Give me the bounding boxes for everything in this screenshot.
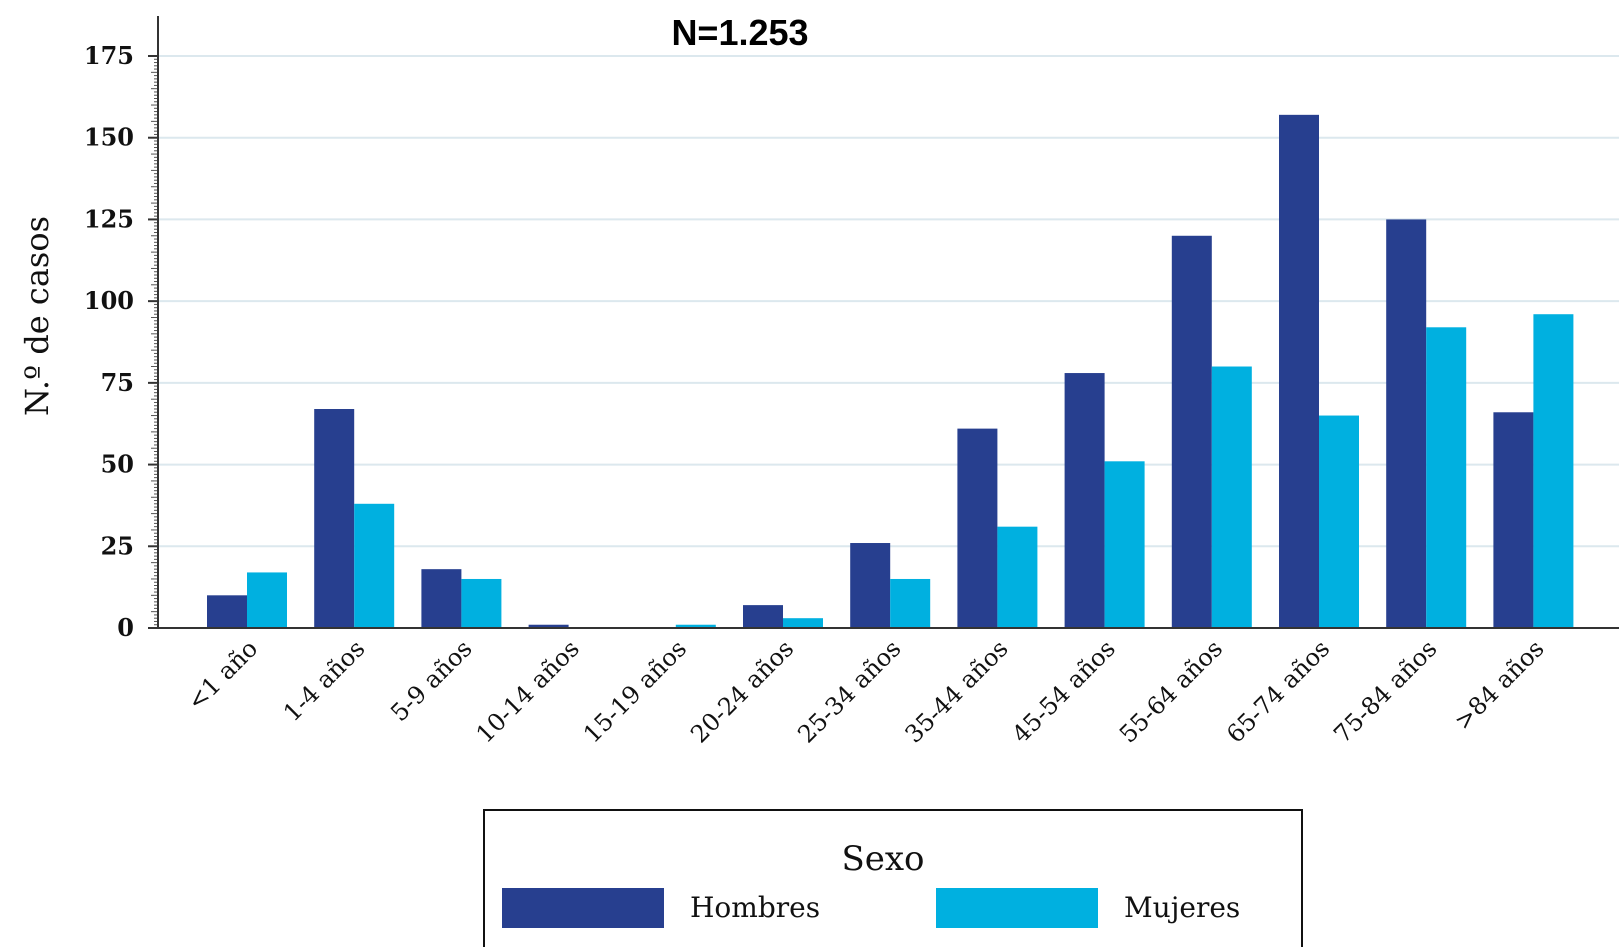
y-tick-label: 25 xyxy=(101,531,134,560)
x-tick-label: 75-84 años xyxy=(1328,634,1442,748)
bars xyxy=(207,114,1574,628)
x-tick-label: 10-14 años xyxy=(471,634,585,748)
legend-label-mujeres: Mujeres xyxy=(1124,891,1240,924)
y-tick-label: 100 xyxy=(84,286,134,315)
bar-mujeres-6 xyxy=(890,578,931,628)
x-tick-label: 15-19 años xyxy=(578,634,692,748)
x-tick-label: 65-74 años xyxy=(1221,634,1335,748)
bar-mujeres-1 xyxy=(354,503,395,628)
bar-hombres-7 xyxy=(957,428,998,628)
bar-mujeres-4 xyxy=(675,624,716,628)
y-tick-label: 75 xyxy=(101,368,134,397)
bar-mujeres-2 xyxy=(461,578,502,628)
x-tick-label: 20-24 años xyxy=(685,634,799,748)
bar-hombres-6 xyxy=(850,543,891,628)
chart-title: N=1.253 xyxy=(671,12,808,53)
bar-hombres-9 xyxy=(1171,235,1212,628)
legend-title: Sexo xyxy=(841,839,924,879)
y-axis-label: N.º de casos xyxy=(18,216,56,416)
y-tick-label: 175 xyxy=(84,41,134,70)
y-axis: 0 25 50 75 100 125 150 175 xyxy=(84,16,159,642)
bar-hombres-10 xyxy=(1279,114,1319,628)
bar-hombres-3 xyxy=(528,624,569,628)
bar-mujeres-10 xyxy=(1319,415,1359,628)
y-tick-label: 0 xyxy=(117,613,134,642)
x-tick-label: 5-9 años xyxy=(385,634,477,726)
bar-mujeres-8 xyxy=(1104,461,1145,628)
bar-hombres-0 xyxy=(207,595,247,628)
bar-hombres-5 xyxy=(743,605,783,628)
bar-hombres-12 xyxy=(1493,412,1534,628)
legend-swatch-mujeres xyxy=(936,888,1098,928)
x-tick-label: 25-34 años xyxy=(792,634,906,748)
x-tick-label: 55-64 años xyxy=(1114,634,1228,748)
x-tick-label: 1-4 años xyxy=(278,634,370,726)
x-tick-label: >84 años xyxy=(1449,634,1550,735)
bar-hombres-8 xyxy=(1064,373,1105,628)
x-tick-label: 45-54 años xyxy=(1007,634,1121,748)
bar-hombres-2 xyxy=(421,569,462,628)
y-tick-label: 150 xyxy=(84,123,134,152)
bar-mujeres-0 xyxy=(247,572,287,628)
bar-mujeres-9 xyxy=(1211,366,1252,628)
x-tick-label: 35-44 años xyxy=(900,634,1014,748)
bar-hombres-1 xyxy=(314,409,355,628)
legend-swatch-hombres xyxy=(502,888,664,928)
gridlines xyxy=(158,55,1619,548)
bar-mujeres-5 xyxy=(783,618,823,628)
bar-mujeres-12 xyxy=(1533,314,1574,628)
x-tick-label: <1 año xyxy=(182,634,263,715)
bar-hombres-11 xyxy=(1386,219,1427,628)
bar-mujeres-11 xyxy=(1426,327,1467,628)
y-tick-label: 50 xyxy=(101,450,134,479)
bar-mujeres-7 xyxy=(997,526,1038,628)
y-tick-label: 125 xyxy=(84,204,134,233)
legend-label-hombres: Hombres xyxy=(690,891,820,924)
legend: Sexo Hombres Mujeres xyxy=(483,809,1303,947)
